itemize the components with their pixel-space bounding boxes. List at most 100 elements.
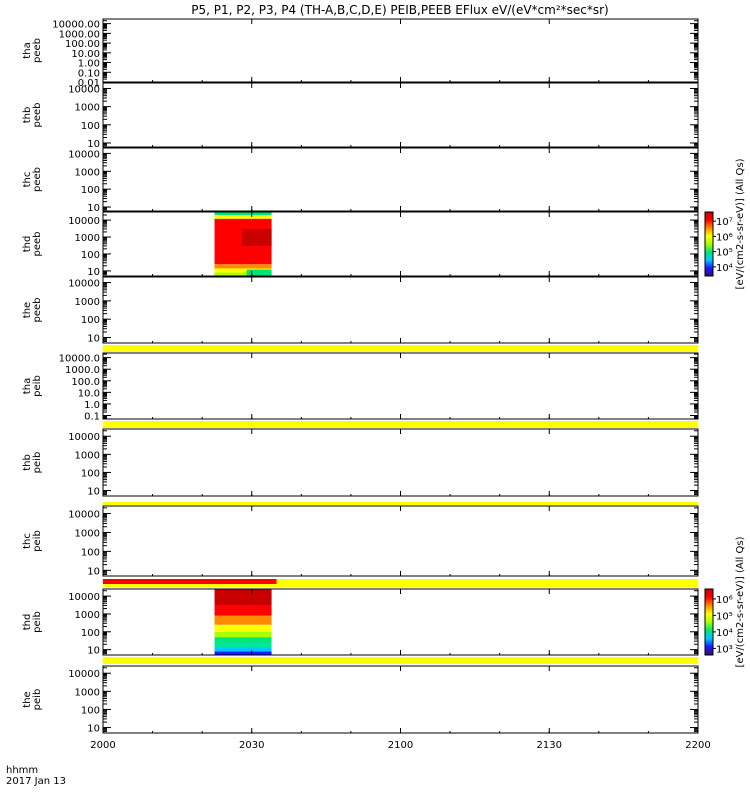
time-tick-label: 2130 xyxy=(537,740,562,751)
time-tick-label: 2100 xyxy=(388,740,413,751)
y-tick-label: 1000 xyxy=(75,450,100,461)
colorbar-tick-label: 10⁵ xyxy=(716,611,733,622)
panel-ylabel: thdpeib xyxy=(22,611,43,633)
panel-frame xyxy=(102,505,699,577)
y-tick-label: 1000 xyxy=(75,167,100,178)
spectrogram-band xyxy=(214,272,272,276)
y-tick-label: 100 xyxy=(81,315,100,326)
y-tick-label: 100 xyxy=(81,250,100,261)
spectrogram-band xyxy=(214,589,272,606)
panel-9: 10000 1000 100 10 thdpeib xyxy=(22,588,699,664)
panel-2: 10000 1000 100 10 thbpeeb xyxy=(22,82,699,150)
y-tick-label: 1000 xyxy=(75,297,100,308)
y-tick-label: 10000 xyxy=(68,432,100,443)
y-tick-label: 1000 xyxy=(75,528,100,539)
time-axis-layer: hhmm 2017 Jan 13 2000 2030 2100 2130 2200 xyxy=(6,740,711,787)
panel-ylabel: thbpeib xyxy=(22,452,43,474)
panel-ylabel: thdpeeb xyxy=(22,232,43,257)
colorbar-2: 10⁶ 10⁵ 10⁴ 10³ [eV/(cm2-s-sr-eV)] (All Qs) xyxy=(704,536,746,667)
panel-3: 10000 1000 100 10 thcpeeb xyxy=(22,147,699,214)
panel-ylabel-probe: thc xyxy=(22,172,33,188)
panel-ylabel: thapeib xyxy=(22,375,43,397)
y-tick-label: 10000 xyxy=(68,669,100,680)
panel-ylabel: thcpeeb xyxy=(22,167,43,192)
spectrogram-band xyxy=(214,631,272,638)
y-tick-label: 10000 xyxy=(68,592,100,603)
panel-5: 10000 1000 100 10 thepeeb xyxy=(22,276,699,352)
colorbar-label: [eV/(cm2-s-sr-eV)] (All Qs) xyxy=(735,536,746,667)
colorbar-scale xyxy=(704,211,714,277)
y-tick-label: 10 xyxy=(87,646,100,657)
panel-ylabel-probe: thc xyxy=(22,533,33,549)
y-tick-label: 100 xyxy=(81,468,100,479)
spectrogram-band xyxy=(214,624,272,632)
panel-frame xyxy=(102,18,699,83)
status-bar xyxy=(103,657,698,664)
y-tick-label: 10 xyxy=(87,487,100,498)
colorbar-label: [eV/(cm2-s-sr-eV)] (All Qs) xyxy=(735,158,746,289)
panel-ylabel-product: peib xyxy=(32,375,43,397)
spectrogram-band xyxy=(214,642,272,648)
panel-ylabel-product: peib xyxy=(32,689,43,711)
time-axis-label-units: hhmm xyxy=(6,765,38,776)
colorbar-tick-label: 10⁴ xyxy=(716,628,733,639)
y-tick-label: 0.1 xyxy=(84,412,100,423)
panel-frame xyxy=(102,147,699,212)
spectrogram-patch xyxy=(241,228,272,246)
y-tick-label: 100 xyxy=(81,121,100,132)
spectrogram-band xyxy=(214,615,272,625)
y-tick-label: 1.00 xyxy=(78,59,100,70)
colorbar-tick-label: 10⁴ xyxy=(716,263,733,274)
spectrogram-band xyxy=(214,214,272,219)
panel-ylabel-probe: thd xyxy=(22,236,33,253)
spectrogram-patch xyxy=(246,269,272,276)
y-tick-label: 1000 xyxy=(75,687,100,698)
colorbar-tick-label: 10⁶ xyxy=(716,232,733,243)
y-tick-label: 10000 xyxy=(68,510,100,521)
panel-7: 10000 1000 100 10 thbpeib xyxy=(22,428,699,505)
y-tick-label: 10.00 xyxy=(71,49,100,60)
panel-ylabel-probe: thb xyxy=(22,107,33,124)
y-tick-label: 1000.0 xyxy=(65,365,100,376)
y-tick-label: 100.00 xyxy=(65,39,100,50)
y-tick-label: 0.10 xyxy=(78,68,100,79)
panel-ylabel-probe: tha xyxy=(22,42,33,58)
colorbar-tick-label: 10³ xyxy=(716,644,733,655)
panel-ylabel-product: peib xyxy=(32,530,43,552)
panel-8: 10000 1000 100 10 thcpeib xyxy=(22,505,699,587)
panel-frame xyxy=(102,276,699,344)
y-tick-label: 100 xyxy=(81,185,100,196)
colorbar-1: 10⁷ 10⁶ 10⁵ 10⁴ [eV/(cm2-s-sr-eV)] (All Qs) xyxy=(704,158,746,289)
colorbar-scale xyxy=(704,588,714,656)
y-tick-label: 1000 xyxy=(75,233,100,244)
panel-ylabel: thapeeb xyxy=(22,38,43,63)
spectrogram-band xyxy=(214,264,272,269)
panel-ylabel-product: peeb xyxy=(32,167,43,192)
panel-4: 10000 1000 100 10 thdpeeb xyxy=(22,211,699,278)
panel-ylabel-product: peeb xyxy=(32,38,43,63)
y-tick-label: 10 xyxy=(87,333,100,344)
panel-ylabel-probe: the xyxy=(22,302,33,318)
y-tick-label: 100 xyxy=(81,628,100,639)
time-axis-label-date: 2017 Jan 13 xyxy=(6,776,66,787)
y-tick-label: 10000 xyxy=(68,84,100,95)
y-tick-label: 10000.0 xyxy=(59,354,100,365)
spectrogram-band xyxy=(214,605,272,616)
y-tick-label: 10 xyxy=(87,566,100,577)
y-tick-label: 10000 xyxy=(68,279,100,290)
panel-ylabel-probe: thb xyxy=(22,454,33,471)
y-tick-label: 10.0 xyxy=(78,388,100,399)
y-tick-label: 10 xyxy=(87,203,100,214)
panel-frame xyxy=(102,352,699,420)
y-tick-label: 100 xyxy=(81,547,100,558)
panel-frame xyxy=(102,428,699,497)
panel-10: 10000 1000 100 10 thepeib xyxy=(22,665,699,735)
panel-frame xyxy=(102,211,699,277)
time-tick-label: 2200 xyxy=(685,740,710,751)
panel-frame xyxy=(102,588,699,656)
